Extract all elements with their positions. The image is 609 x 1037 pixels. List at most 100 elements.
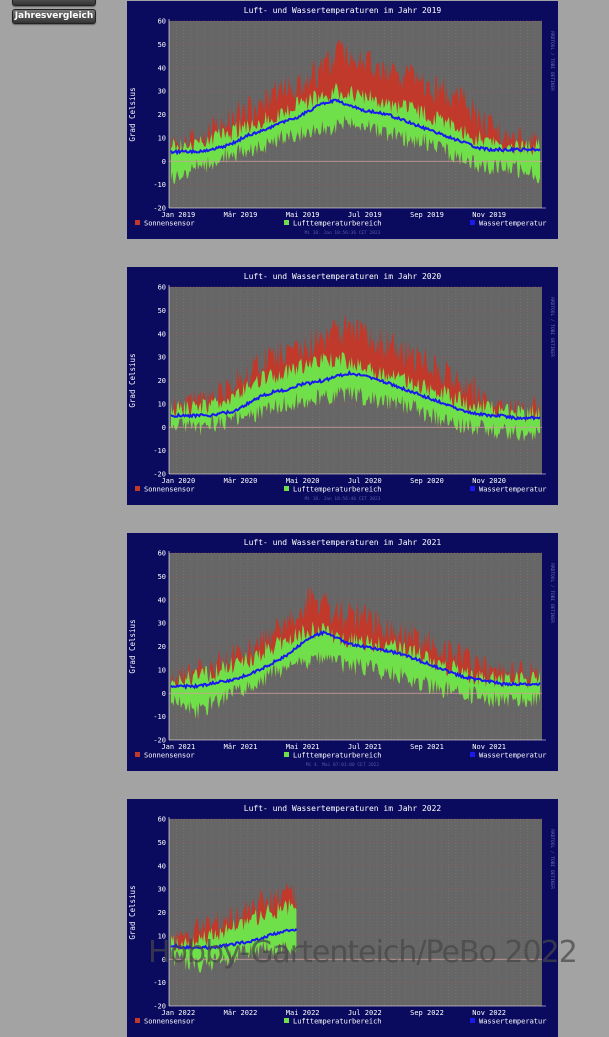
legend-label: Lufttemperaturbereich xyxy=(293,1018,382,1026)
legend-label: Sonnensensor xyxy=(144,1018,195,1026)
watermark: Hobby-Gartenteich/PeBo 2022 xyxy=(148,935,578,970)
chart-2021: Luft- und Wassertemperaturen im Jahr 202… xyxy=(127,533,558,771)
y-tick-label: 10 xyxy=(158,400,166,408)
y-tick-label: -10 xyxy=(153,979,166,987)
y-tick-label: -20 xyxy=(153,205,166,213)
legend-swatch xyxy=(135,752,140,757)
chart-2022: Luft- und Wassertemperaturen im Jahr 202… xyxy=(127,799,558,1037)
y-tick-label: 0 xyxy=(162,956,166,964)
x-tick-label: Mai 2019 xyxy=(286,211,320,219)
y-tick-label: 50 xyxy=(158,839,166,847)
legend-label: Wassertemperatur xyxy=(479,220,546,228)
series-area-lufttemperaturbereich xyxy=(171,898,297,973)
x-tick-label: Jul 2019 xyxy=(348,211,382,219)
y-tick-label: 40 xyxy=(158,330,166,338)
x-tick-label: Sep 2020 xyxy=(410,477,444,485)
legend-swatch xyxy=(470,752,475,757)
y-axis-label: Grad Celsius xyxy=(128,885,137,939)
legend-swatch xyxy=(470,1018,475,1023)
legend-label: Wassertemperatur xyxy=(479,1018,546,1026)
x-tick-label: Mai 2020 xyxy=(286,477,320,485)
x-tick-label: Jan 2021 xyxy=(161,743,195,751)
y-axis-label: Grad Celsius xyxy=(128,619,137,673)
y-tick-label: 10 xyxy=(158,134,166,142)
y-tick-label: 40 xyxy=(158,596,166,604)
legend-label: Sonnensensor xyxy=(144,220,195,228)
series-line-wassertemperatur xyxy=(170,630,541,690)
y-tick-label: 50 xyxy=(158,41,166,49)
y-tick-label: -10 xyxy=(153,447,166,455)
menu-button[interactable] xyxy=(12,0,96,6)
x-tick-label: Jul 2020 xyxy=(348,477,382,485)
y-tick-label: 10 xyxy=(158,666,166,674)
legend-swatch xyxy=(135,1018,140,1023)
y-tick-label: 0 xyxy=(162,158,166,166)
x-tick-label: Jan 2020 xyxy=(161,477,195,485)
x-tick-label: Mai 2021 xyxy=(286,743,320,751)
y-tick-label: 30 xyxy=(158,88,166,96)
x-tick-label: Mär 2019 xyxy=(224,211,258,219)
legend-swatch xyxy=(284,486,289,491)
chart-title: Luft- und Wassertemperaturen im Jahr 202… xyxy=(244,538,442,547)
y-tick-label: 20 xyxy=(158,643,166,651)
y-tick-label: 60 xyxy=(158,550,166,558)
legend-swatch xyxy=(470,486,475,491)
legend-label: Sonnensensor xyxy=(144,752,195,760)
legend-swatch xyxy=(284,1018,289,1023)
chart-title: Luft- und Wassertemperaturen im Jahr 201… xyxy=(244,6,442,15)
x-tick-label: Sep 2019 xyxy=(410,211,444,219)
x-tick-label: Mär 2021 xyxy=(224,743,258,751)
series-line-wassertemperatur xyxy=(170,928,298,951)
series-area-lufttemperaturbereich xyxy=(171,621,540,720)
y-tick-label: 60 xyxy=(158,284,166,292)
x-tick-label: Jul 2021 xyxy=(348,743,382,751)
y-tick-label: 20 xyxy=(158,111,166,119)
y-tick-label: -10 xyxy=(153,181,166,189)
y-tick-label: 60 xyxy=(158,816,166,824)
y-tick-label: -20 xyxy=(153,1003,166,1011)
y-tick-label: 40 xyxy=(158,862,166,870)
y-tick-label: 60 xyxy=(158,18,166,26)
y-axis-label: Grad Celsius xyxy=(128,87,137,141)
chart-footer: Mi 18. Jan 18:56:46 CET 2023 xyxy=(305,496,381,502)
x-tick-label: Nov 2020 xyxy=(472,477,506,485)
chart-footer: Mi 18. Jan 18:56:36 CET 2023 xyxy=(305,230,381,236)
x-tick-label: Jan 2022 xyxy=(161,1009,195,1017)
chart-title: Luft- und Wassertemperaturen im Jahr 202… xyxy=(244,272,442,281)
y-tick-label: 30 xyxy=(158,620,166,628)
series-line-wassertemperatur xyxy=(170,369,541,421)
x-tick-label: Nov 2019 xyxy=(472,211,506,219)
jahresvergleich-button[interactable]: Jahresvergleich xyxy=(12,9,96,24)
y-tick-label: -20 xyxy=(153,471,166,479)
legend-swatch xyxy=(135,220,140,225)
y-tick-label: 50 xyxy=(158,573,166,581)
y-tick-label: 10 xyxy=(158,932,166,940)
rrdtool-credit: RRDTOOL / TOBI OETIKER xyxy=(549,829,555,889)
y-tick-label: -10 xyxy=(153,713,166,721)
legend-swatch xyxy=(470,220,475,225)
series-line-wassertemperatur xyxy=(170,98,541,156)
x-tick-label: Mär 2022 xyxy=(224,1009,258,1017)
y-tick-label: 30 xyxy=(158,354,166,362)
y-tick-label: -20 xyxy=(153,737,166,745)
legend-label: Sonnensensor xyxy=(144,486,195,494)
x-tick-label: Sep 2022 xyxy=(410,1009,444,1017)
rrdtool-credit: RRDTOOL / TOBI OETIKER xyxy=(549,31,555,91)
legend-label: Lufttemperaturbereich xyxy=(293,752,382,760)
y-tick-label: 20 xyxy=(158,377,166,385)
legend-swatch xyxy=(135,486,140,491)
legend-label: Wassertemperatur xyxy=(479,752,546,760)
x-tick-label: Nov 2021 xyxy=(472,743,506,751)
series-area-lufttemperaturbereich xyxy=(171,82,540,185)
legend-swatch xyxy=(284,220,289,225)
chart-title: Luft- und Wassertemperaturen im Jahr 202… xyxy=(244,804,442,813)
y-tick-label: 20 xyxy=(158,909,166,917)
chart-footer: Mi 4. Mai 07:01:00 CET 2022 xyxy=(306,762,379,768)
x-tick-label: Mär 2020 xyxy=(224,477,258,485)
chart-2020: Luft- und Wassertemperaturen im Jahr 202… xyxy=(127,267,558,505)
x-tick-label: Mai 2022 xyxy=(286,1009,320,1017)
rrdtool-credit: RRDTOOL / TOBI OETIKER xyxy=(549,297,555,357)
chart-2019: Luft- und Wassertemperaturen im Jahr 201… xyxy=(127,1,558,239)
legend-label: Lufttemperaturbereich xyxy=(293,220,382,228)
legend-label: Lufttemperaturbereich xyxy=(293,486,382,494)
